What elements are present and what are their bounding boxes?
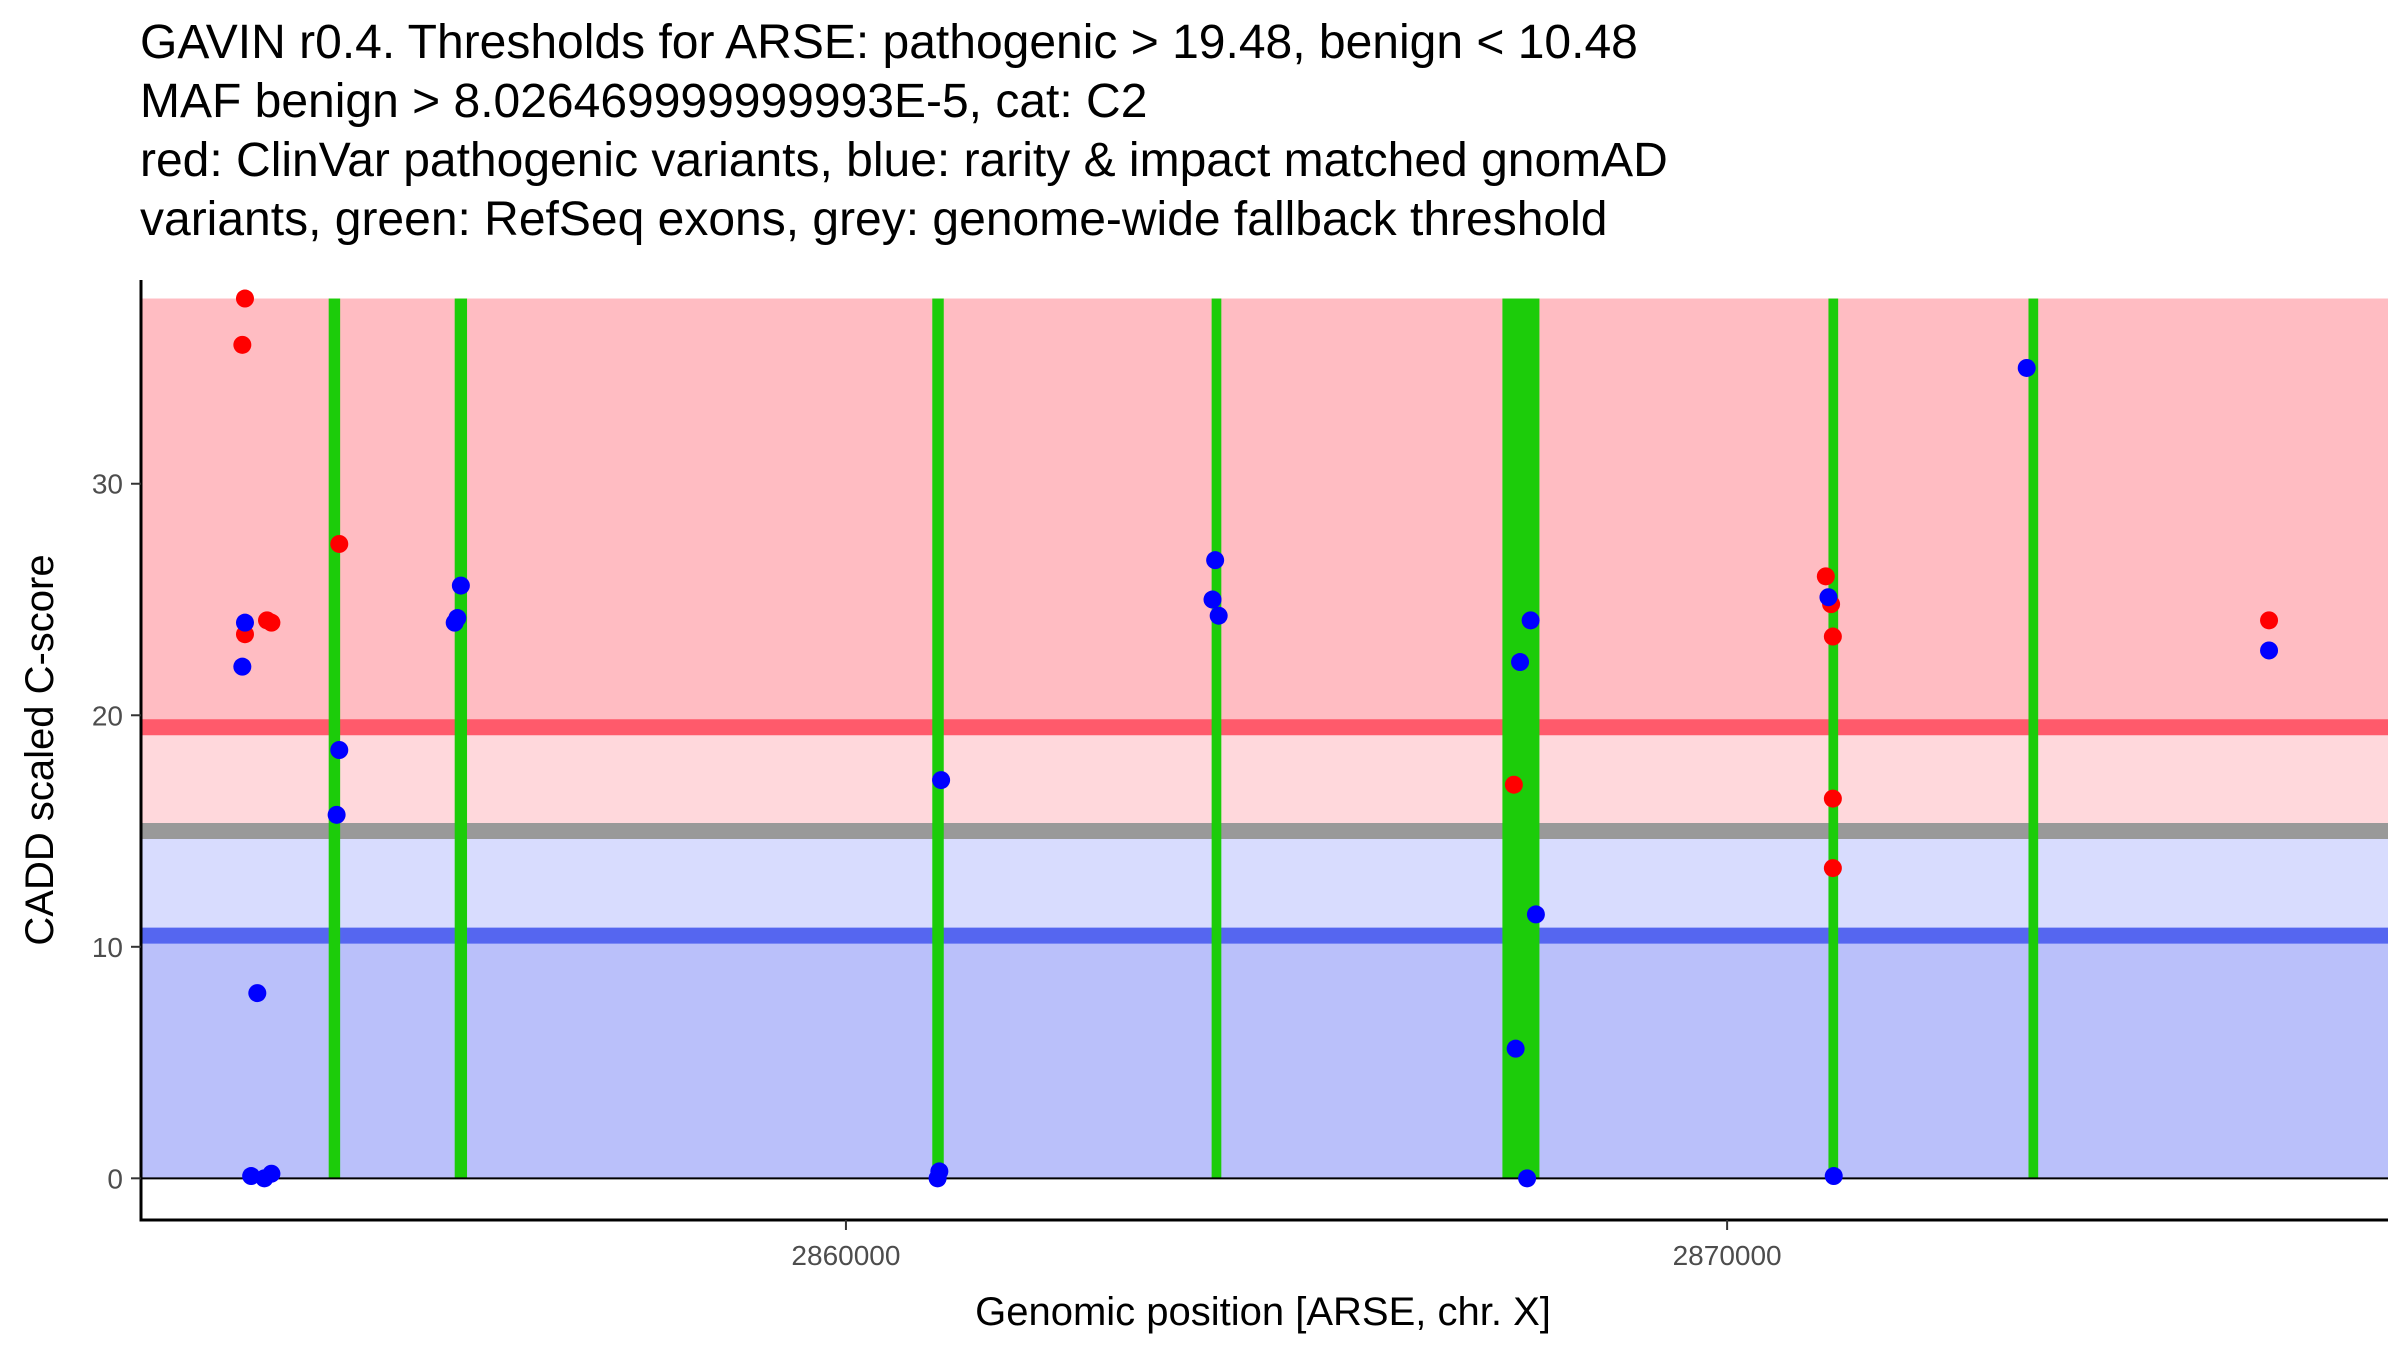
y-tick-label: 0 (107, 1163, 123, 1194)
gnomad-matched-point (262, 1164, 281, 1183)
gnomad-matched-point (1819, 588, 1838, 607)
grey-lower-zone (141, 831, 2388, 936)
gnomad-matched-point (1209, 606, 1228, 625)
gnomad-matched-point (1206, 551, 1225, 570)
title-line-3: red: ClinVar pathogenic variants, blue: … (140, 134, 1668, 187)
exon-band (454, 298, 468, 1179)
gnomad-matched-point (248, 984, 267, 1003)
clinvar-pathogenic-point (262, 613, 281, 632)
y-tick-label: 10 (92, 932, 123, 963)
gnomad-matched-point (1518, 1169, 1537, 1188)
y-axis-title: CADD scaled C-score (18, 554, 62, 945)
exon-band (1502, 298, 1540, 1179)
clinvar-pathogenic-point (1823, 627, 1842, 646)
chart-title: GAVIN r0.4. Thresholds for ARSE: pathoge… (140, 16, 1668, 246)
clinvar-pathogenic-point (2260, 611, 2279, 630)
clinvar-pathogenic-point (235, 289, 254, 308)
gnomad-matched-point (233, 657, 252, 676)
gnomad-matched-point (928, 1169, 947, 1188)
exon-band (328, 298, 341, 1179)
variant-points (233, 289, 2279, 1188)
gnomad-matched-point (451, 576, 470, 595)
clinvar-pathogenic-point (233, 335, 252, 354)
exon-band (2028, 298, 2039, 1179)
x-tick-label: 2860000 (791, 1240, 900, 1271)
score-regions (141, 298, 2388, 1179)
pathogenic-zone (141, 298, 2388, 728)
gnomad-matched-point (1526, 905, 1545, 924)
title-line-4: variants, green: RefSeq exons, grey: gen… (140, 193, 1607, 246)
y-tick-label: 30 (92, 469, 123, 500)
x-axis-ticks: 2860000 2870000 (791, 1220, 1782, 1271)
gnomad-matched-point (932, 771, 951, 790)
plot-panel (141, 289, 2388, 1188)
gnomad-matched-point (1824, 1167, 1843, 1186)
gnomad-matched-point (2017, 358, 2036, 377)
axes: 0 10 20 30 2860000 2870000 (92, 280, 2388, 1271)
gnomad-matched-point (330, 741, 349, 759)
grey-upper-zone (141, 727, 2388, 832)
benign-zone (141, 935, 2388, 1179)
exon-band (1211, 298, 1222, 1179)
exon-band (932, 298, 944, 1179)
gnomad-matched-point (1506, 1039, 1525, 1058)
threshold-lines (141, 719, 2388, 944)
title-line-1: GAVIN r0.4. Thresholds for ARSE: pathoge… (140, 16, 1638, 69)
clinvar-pathogenic-point (330, 534, 349, 553)
exon-band (1828, 298, 1839, 1179)
gnomad-matched-point (1521, 611, 1540, 630)
gnomad-matched-point (1511, 653, 1530, 672)
clinvar-pathogenic-point (1816, 567, 1835, 586)
gnomad-matched-point (327, 805, 346, 824)
exon-bands (328, 298, 2039, 1179)
y-axis-ticks: 0 10 20 30 (92, 469, 141, 1194)
gnomad-matched-point (448, 609, 467, 628)
gnomad-matched-point (1203, 590, 1222, 609)
x-axis-title: Genomic position [ARSE, chr. X] (975, 1290, 1551, 1334)
clinvar-pathogenic-point (1823, 859, 1842, 878)
x-tick-label: 2870000 (1673, 1240, 1782, 1271)
clinvar-pathogenic-point (1504, 775, 1523, 794)
gnomad-matched-point (235, 613, 254, 632)
clinvar-pathogenic-point (1823, 789, 1842, 808)
gnomad-matched-point (2260, 641, 2279, 660)
y-tick-label: 20 (92, 700, 123, 731)
title-line-2: MAF benign > 8.026469999999993E-5, cat: … (140, 75, 1147, 128)
